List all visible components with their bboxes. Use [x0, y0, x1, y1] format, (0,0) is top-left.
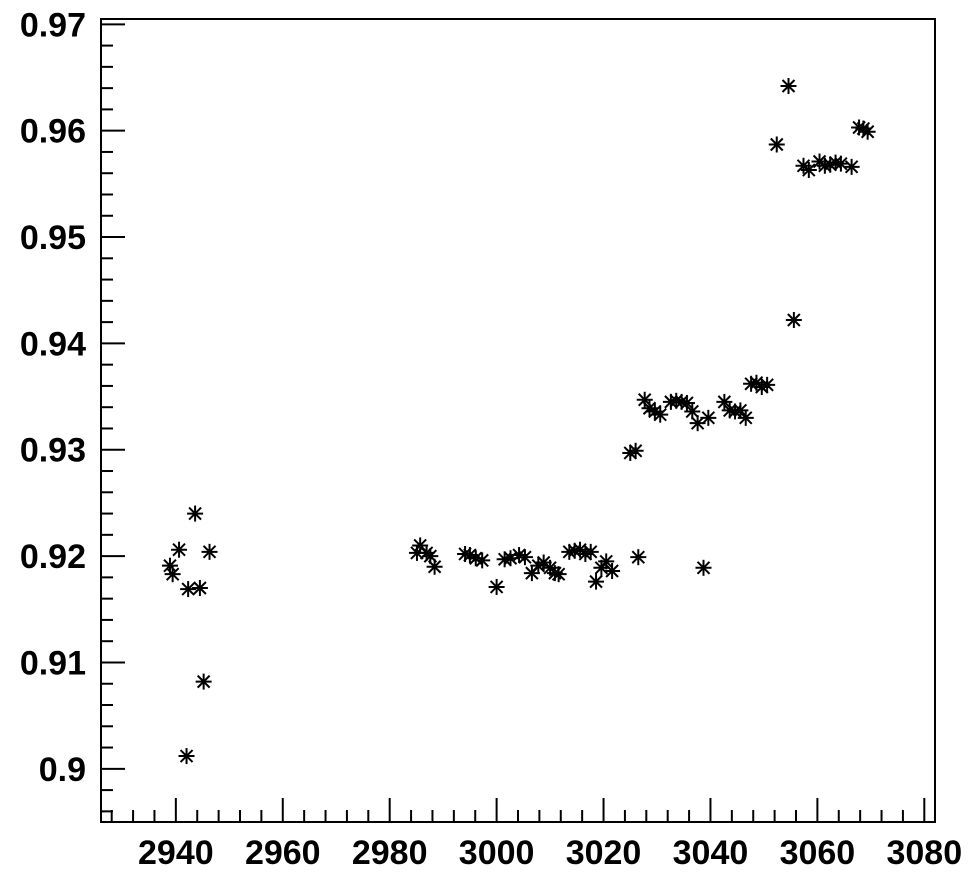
data-point: [171, 541, 188, 558]
data-point: [700, 409, 717, 426]
x-tick-label: 2960: [245, 834, 321, 872]
data-point: [800, 162, 817, 179]
data-point: [474, 552, 491, 569]
data-point: [426, 558, 443, 575]
data-point: [630, 549, 647, 566]
y-tick-label: 0.96: [20, 113, 86, 151]
data-points: [161, 78, 876, 765]
data-point: [604, 562, 621, 579]
x-tick-label: 3040: [673, 834, 749, 872]
x-tick-label: 3080: [886, 834, 962, 872]
data-point: [201, 543, 218, 560]
data-point: [832, 155, 849, 172]
data-point: [780, 78, 797, 95]
axis-tick-labels: 2940 2960 2980 3000 3020 3040 3060 3080 0.9 0.91 0…: [20, 6, 962, 872]
data-point: [598, 553, 615, 570]
y-tick-label: 0.97: [20, 6, 86, 44]
data-point: [178, 748, 195, 765]
x-tick-label: 3000: [459, 834, 535, 872]
data-point: [759, 376, 776, 393]
data-point: [195, 673, 212, 690]
y-tick-label: 0.91: [20, 644, 86, 682]
data-point: [678, 394, 695, 411]
x-tick-label: 3020: [566, 834, 642, 872]
y-tick-label: 0.95: [20, 219, 86, 257]
x-tick-label: 2980: [352, 834, 428, 872]
data-point: [582, 543, 599, 560]
data-point: [785, 311, 802, 328]
y-tick-label: 0.9: [39, 751, 86, 789]
data-point: [191, 580, 208, 597]
axis-ticks: [101, 23, 926, 822]
data-point: [588, 573, 605, 590]
data-point: [180, 581, 197, 598]
data-point: [695, 559, 712, 576]
data-point: [164, 566, 181, 583]
data-point: [627, 442, 644, 459]
data-point: [161, 557, 178, 574]
x-tick-label: 3060: [780, 834, 856, 872]
y-tick-label: 0.92: [20, 538, 86, 576]
data-point: [843, 158, 860, 175]
data-point: [768, 136, 785, 153]
x-tick-label: 2940: [138, 834, 214, 872]
data-point: [652, 406, 669, 423]
plot-frame: [100, 18, 936, 823]
data-point: [187, 505, 204, 522]
data-point: [716, 393, 733, 410]
data-point: [550, 566, 567, 583]
y-tick-label: 0.94: [20, 325, 86, 363]
y-tick-label: 0.93: [20, 432, 86, 470]
data-point: [488, 578, 505, 595]
data-point: [516, 549, 533, 566]
data-point: [737, 409, 754, 426]
data-point: [859, 123, 876, 140]
